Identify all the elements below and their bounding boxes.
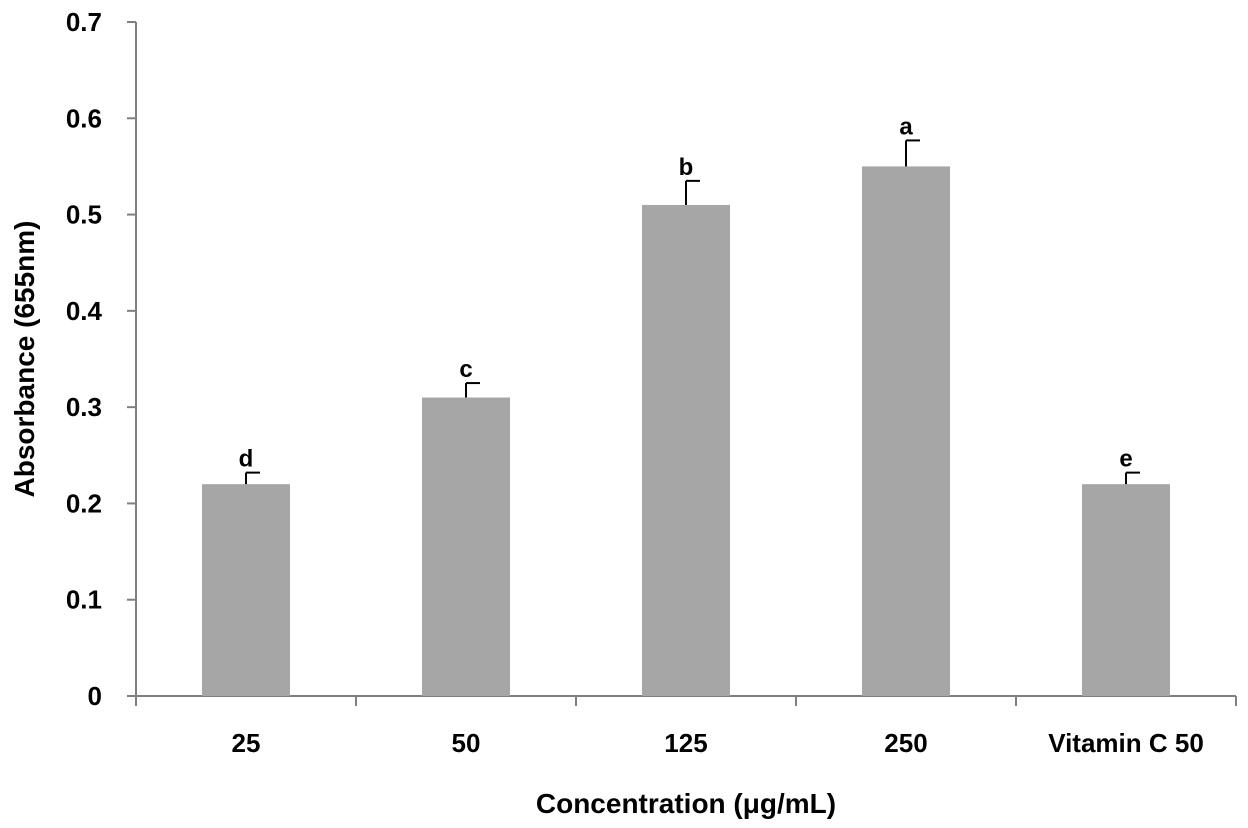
significance-label: c	[459, 356, 472, 383]
significance-label: e	[1119, 446, 1132, 473]
x-tick-label: 25	[232, 728, 261, 758]
y-tick-label: 0.1	[66, 585, 102, 615]
bar	[862, 166, 950, 696]
y-tick-label: 0.6	[66, 103, 102, 133]
y-tick-label: 0.7	[66, 7, 102, 37]
y-tick-label: 0	[88, 681, 102, 711]
x-axis-tick-labels: 25 50 125 250 Vitamin C 50	[232, 728, 1204, 758]
x-axis-title: Concentration (μg/mL)	[536, 788, 836, 819]
y-tick-label: 0.5	[66, 200, 102, 230]
y-axis-title: Absorbance (655nm)	[9, 221, 40, 498]
y-tick-label: 0.4	[66, 296, 103, 326]
y-axis-ticks: 0 0.1 0.2 0.3 0.4 0.5 0.6 0.7	[66, 7, 136, 711]
y-tick-label: 0.3	[66, 392, 102, 422]
x-tick-label: 125	[664, 728, 707, 758]
significance-label: b	[679, 154, 694, 181]
x-tick-label: Vitamin C 50	[1048, 728, 1204, 758]
y-tick-label: 0.2	[66, 488, 102, 518]
bar-series: d c b a e	[202, 113, 1170, 696]
x-tick-label: 250	[884, 728, 927, 758]
bar	[422, 397, 510, 696]
significance-label: d	[239, 446, 254, 473]
significance-label: a	[899, 113, 913, 140]
bar	[642, 204, 730, 696]
x-tick-label: 50	[452, 728, 481, 758]
bar	[1082, 484, 1170, 696]
bar	[202, 484, 290, 696]
